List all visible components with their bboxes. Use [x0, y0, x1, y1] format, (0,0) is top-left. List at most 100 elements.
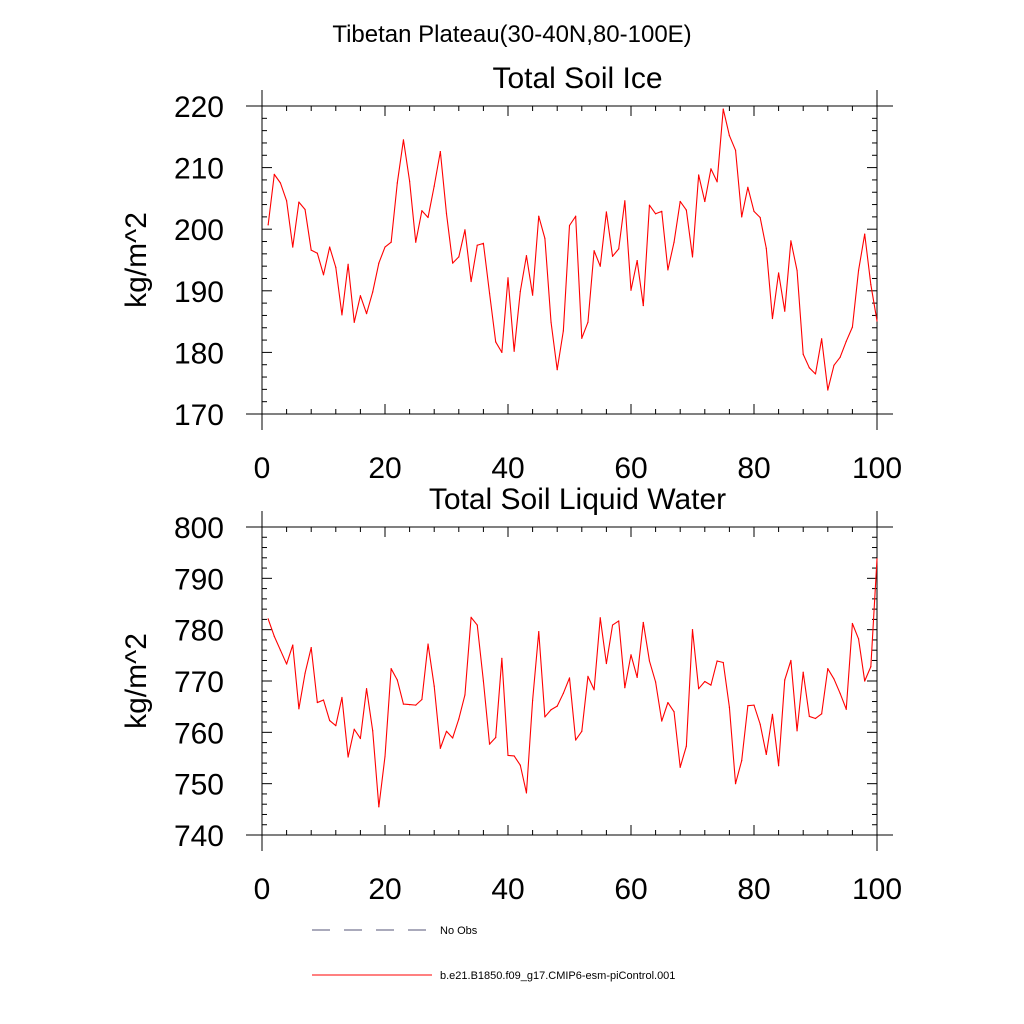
data-point	[673, 711, 675, 713]
data-point	[655, 213, 657, 215]
data-point	[839, 692, 841, 694]
y-tick-label: 740	[174, 820, 224, 853]
y-tick-label: 190	[174, 276, 224, 309]
data-point	[322, 274, 325, 276]
data-point	[372, 291, 374, 293]
data-point	[482, 242, 484, 244]
data-point	[378, 262, 380, 264]
x-tick-label: 80	[737, 452, 770, 485]
data-point	[476, 624, 478, 626]
data-point	[679, 200, 681, 203]
y-tick-label: 170	[174, 399, 224, 432]
data-point	[298, 708, 300, 710]
data-point	[624, 687, 626, 689]
data-point	[833, 678, 835, 680]
data-point	[753, 210, 755, 212]
data-point	[618, 620, 620, 622]
data-point	[833, 364, 835, 366]
y-tick-label: 780	[174, 615, 224, 648]
data-point	[439, 747, 441, 749]
x-tick-label: 40	[491, 452, 524, 485]
data-point	[415, 241, 417, 243]
data-point	[642, 304, 644, 307]
data-point	[464, 229, 466, 231]
data-point	[673, 241, 675, 243]
data-point	[495, 736, 497, 739]
data-point	[784, 310, 786, 312]
data-point	[353, 321, 355, 323]
data-point	[845, 708, 847, 710]
y-tick-label: 180	[174, 337, 224, 370]
data-point	[722, 108, 724, 110]
data-point	[808, 367, 810, 369]
figure-title: Tibetan Plateau(30-40N,80-100E)	[332, 21, 691, 48]
data-point	[365, 312, 368, 315]
data-point	[470, 616, 472, 618]
panel-title: Total Soil Ice	[492, 62, 662, 95]
data-point	[765, 753, 767, 756]
data-point	[532, 699, 534, 702]
data-point	[624, 200, 626, 202]
data-point	[630, 289, 632, 291]
data-point	[821, 713, 823, 715]
data-point	[747, 705, 749, 707]
data-point	[298, 201, 300, 203]
data-point	[857, 638, 860, 640]
data-point	[802, 353, 804, 355]
x-tick-label: 100	[852, 873, 902, 906]
data-point	[384, 755, 386, 758]
data-point	[728, 134, 731, 137]
data-point	[562, 692, 564, 694]
data-point	[636, 260, 638, 262]
data-point	[458, 256, 460, 258]
data-point	[581, 730, 583, 732]
data-point	[876, 558, 878, 560]
data-point	[741, 216, 743, 218]
data-point	[310, 249, 312, 251]
y-tick-label: 220	[174, 91, 224, 124]
data-point	[747, 186, 749, 188]
data-point	[599, 617, 601, 619]
panel-total-soil-ice: 0 20 40 60 80 100 170 180 190 200 210 220 Total Soil…	[120, 62, 902, 485]
data-point	[341, 314, 343, 316]
data-point	[710, 684, 712, 686]
data-point	[390, 241, 392, 243]
series-points-0	[267, 558, 878, 808]
data-point	[814, 373, 817, 375]
data-point	[396, 182, 398, 184]
x-tick-label: 0	[254, 873, 271, 906]
data-point	[814, 717, 817, 720]
legend-label: No Obs	[440, 925, 478, 937]
data-point	[821, 338, 823, 340]
data-point	[864, 680, 866, 682]
data-point	[734, 783, 737, 785]
data-point	[556, 705, 558, 707]
data-point	[857, 269, 860, 272]
data-point	[648, 660, 651, 662]
data-point	[513, 755, 515, 757]
x-tick-label: 60	[614, 873, 647, 906]
data-point	[267, 224, 269, 226]
data-point	[876, 320, 878, 322]
data-point	[507, 754, 509, 757]
data-point	[415, 704, 417, 706]
data-point	[550, 321, 552, 323]
data-point	[378, 806, 380, 808]
data-point	[501, 351, 503, 353]
data-point	[593, 250, 595, 252]
data-point	[759, 216, 761, 219]
x-tick-label: 80	[737, 873, 770, 906]
data-point	[587, 321, 589, 323]
data-point	[347, 263, 349, 265]
series-points-0	[267, 108, 878, 391]
y-tick-label: 760	[174, 717, 224, 750]
data-point	[445, 730, 448, 732]
data-point	[267, 618, 269, 620]
data-point	[316, 252, 318, 254]
data-point	[765, 247, 767, 249]
data-point	[544, 716, 546, 718]
y-axis-label: kg/m^2	[120, 633, 153, 729]
data-point	[513, 350, 515, 352]
data-point	[458, 718, 460, 720]
data-point	[784, 679, 786, 681]
